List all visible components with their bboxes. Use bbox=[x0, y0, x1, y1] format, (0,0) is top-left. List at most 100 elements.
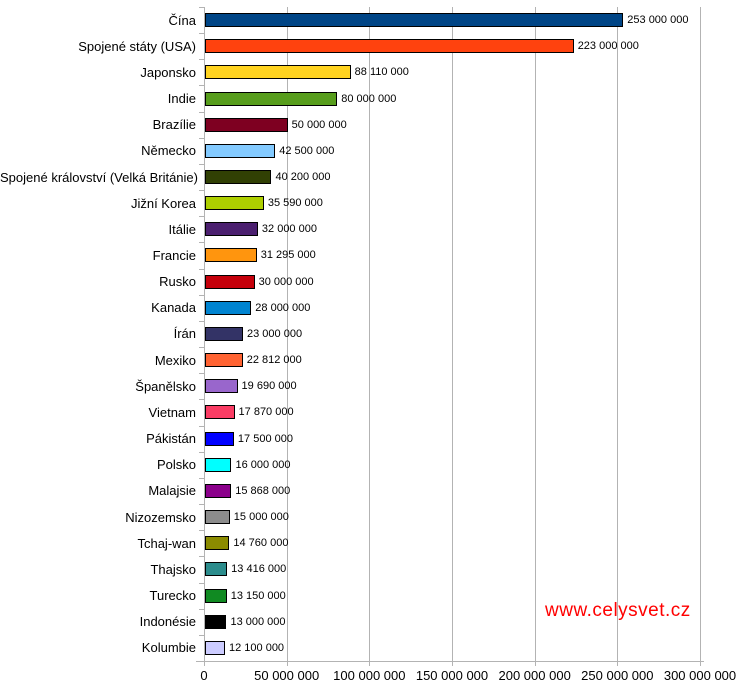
category-label: Indonésie bbox=[139, 614, 196, 630]
bar bbox=[205, 614, 227, 629]
value-label: 223 000 000 bbox=[577, 40, 639, 53]
bar bbox=[205, 39, 574, 54]
chart-row: Spojené království (Velká Británie) 40 20… bbox=[0, 164, 740, 190]
category-label: Indie bbox=[167, 91, 196, 107]
bar bbox=[205, 13, 624, 28]
x-tick bbox=[617, 662, 619, 666]
x-tick bbox=[534, 662, 536, 666]
value-label: 28 000 000 bbox=[255, 301, 311, 314]
bar-cell: 13 000 000 bbox=[205, 609, 740, 635]
y-tick bbox=[199, 190, 204, 192]
bar bbox=[205, 510, 230, 525]
value-label: 17 870 000 bbox=[238, 406, 294, 419]
category-label: Německo bbox=[141, 143, 196, 159]
bar-cell: 13 150 000 bbox=[205, 582, 740, 608]
x-tick-label: 50 000 000 bbox=[254, 668, 320, 683]
value-label: 13 416 000 bbox=[231, 563, 287, 576]
y-tick bbox=[199, 242, 204, 244]
x-axis-line bbox=[196, 661, 704, 662]
x-tick-label: 200 000 000 bbox=[498, 668, 571, 683]
chart-row: Polsko 16 000 000 bbox=[0, 452, 740, 478]
x-tick bbox=[700, 662, 701, 666]
y-tick bbox=[199, 33, 204, 35]
category-label: Rusko bbox=[159, 274, 196, 290]
x-tick bbox=[452, 662, 453, 666]
gridline bbox=[617, 7, 619, 661]
bar bbox=[205, 483, 232, 498]
y-tick bbox=[199, 294, 204, 296]
value-label: 31 295 000 bbox=[260, 249, 316, 262]
y-tick bbox=[199, 425, 204, 427]
category-label: Pákistán bbox=[146, 431, 196, 447]
category-label: Malajsie bbox=[148, 483, 196, 499]
y-tick bbox=[199, 85, 204, 87]
bar bbox=[205, 562, 228, 577]
bar bbox=[205, 196, 264, 211]
y-tick bbox=[199, 451, 204, 453]
gridline bbox=[286, 7, 288, 661]
chart-row: Kolumbie 12 100 000 bbox=[0, 635, 740, 661]
x-axis-labels: 0 50 000 000 100 000 000 150 000 000 200 000… bbox=[200, 668, 736, 686]
category-label: Polsko bbox=[156, 457, 196, 473]
x-tick-label: 250 000 000 bbox=[581, 668, 654, 683]
gridline bbox=[204, 7, 205, 661]
chart-row: Nizozemsko 15 000 000 bbox=[0, 504, 740, 530]
x-tick-label: 0 bbox=[200, 668, 208, 683]
bar-cell: 15 000 000 bbox=[205, 504, 740, 530]
bar-cell: 88 110 000 bbox=[205, 59, 740, 85]
bar-cell: 16 000 000 bbox=[205, 452, 740, 478]
bar-cell: 35 590 000 bbox=[205, 190, 740, 216]
category-label: Nizozemsko bbox=[125, 509, 196, 525]
chart-row: Japonsko 88 110 000 bbox=[0, 59, 740, 85]
bar bbox=[205, 143, 276, 158]
bar bbox=[205, 65, 351, 80]
gridline bbox=[369, 7, 371, 661]
y-tick bbox=[199, 111, 204, 113]
chart-row: Spojené státy (USA) 223 000 000 bbox=[0, 33, 740, 59]
category-label: Francie bbox=[152, 247, 196, 263]
bar-cell: 50 000 000 bbox=[205, 112, 740, 138]
value-label: 30 000 000 bbox=[258, 275, 314, 288]
category-label: Kolumbie bbox=[141, 640, 196, 656]
bar bbox=[205, 274, 255, 289]
value-label: 40 200 000 bbox=[275, 171, 331, 184]
chart-row: Indie 80 000 000 bbox=[0, 85, 740, 111]
y-tick bbox=[199, 504, 204, 506]
bar-cell: 30 000 000 bbox=[205, 269, 740, 295]
category-label: Tchaj-wan bbox=[137, 535, 196, 551]
bar-cell: 13 416 000 bbox=[205, 556, 740, 582]
y-tick bbox=[199, 373, 204, 375]
chart-row: Vietnam 17 870 000 bbox=[0, 399, 740, 425]
x-tick-label: 300 000 000 bbox=[663, 668, 737, 683]
value-label: 17 500 000 bbox=[237, 432, 293, 445]
bar bbox=[205, 248, 257, 263]
value-label: 14 760 000 bbox=[233, 537, 289, 550]
value-label: 42 500 000 bbox=[279, 144, 335, 157]
bar-cell: 22 812 000 bbox=[205, 347, 740, 373]
gridlines bbox=[204, 7, 701, 661]
bar-cell: 32 000 000 bbox=[205, 216, 740, 242]
chart-row: Německo 42 500 000 bbox=[0, 138, 740, 164]
value-label: 253 000 000 bbox=[627, 14, 689, 27]
value-label: 13 000 000 bbox=[230, 615, 286, 628]
gridline bbox=[452, 7, 453, 661]
y-tick bbox=[199, 320, 204, 322]
y-tick bbox=[199, 477, 204, 479]
bar-cell: 42 500 000 bbox=[205, 138, 740, 164]
bar-cell: 28 000 000 bbox=[205, 295, 740, 321]
value-label: 12 100 000 bbox=[229, 641, 285, 654]
chart-row: Pákistán 17 500 000 bbox=[0, 426, 740, 452]
bar-cell: 223 000 000 bbox=[205, 33, 740, 59]
category-label: Japonsko bbox=[140, 64, 196, 80]
y-tick bbox=[199, 399, 204, 401]
bar bbox=[205, 170, 272, 185]
category-label: Vietnam bbox=[148, 404, 196, 420]
value-label: 13 150 000 bbox=[230, 589, 286, 602]
x-axis-ticks bbox=[204, 662, 701, 667]
category-label: Spojené království (Velká Británie) bbox=[0, 169, 198, 185]
bar bbox=[205, 588, 227, 603]
y-tick bbox=[199, 7, 204, 8]
chart-row: Írán 23 000 000 bbox=[0, 321, 740, 347]
category-label: Kanada bbox=[151, 300, 196, 316]
